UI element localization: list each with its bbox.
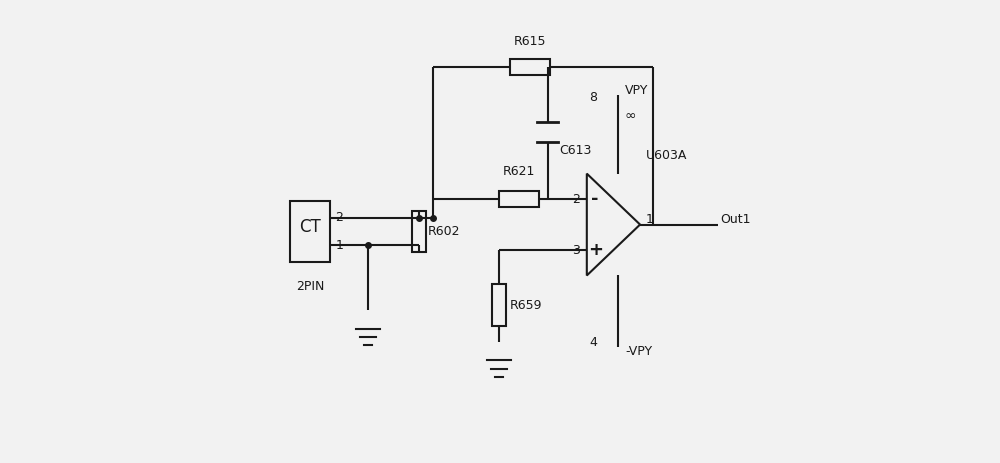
Bar bbox=[492, 284, 506, 326]
Text: 1: 1 bbox=[646, 213, 653, 226]
Text: R659: R659 bbox=[509, 299, 542, 312]
Text: Out1: Out1 bbox=[720, 213, 750, 226]
Text: C613: C613 bbox=[559, 144, 592, 157]
Text: R602: R602 bbox=[428, 225, 461, 238]
Bar bbox=[412, 211, 426, 252]
Text: 8: 8 bbox=[589, 91, 597, 104]
Text: CT: CT bbox=[299, 218, 321, 236]
Text: R621: R621 bbox=[503, 165, 535, 178]
Bar bbox=[510, 59, 550, 75]
Text: 2PIN: 2PIN bbox=[296, 280, 324, 293]
Text: 1: 1 bbox=[335, 239, 343, 252]
Bar bbox=[499, 191, 539, 207]
Text: R615: R615 bbox=[514, 35, 546, 48]
Text: U603A: U603A bbox=[646, 149, 687, 162]
Text: 4: 4 bbox=[589, 336, 597, 349]
Text: -VPY: -VPY bbox=[625, 345, 652, 358]
Text: ∞: ∞ bbox=[625, 109, 637, 123]
Text: 3: 3 bbox=[572, 244, 580, 257]
Text: 2: 2 bbox=[335, 211, 343, 224]
Text: VPY: VPY bbox=[625, 84, 648, 97]
Text: 2: 2 bbox=[572, 193, 580, 206]
Text: +: + bbox=[588, 241, 603, 259]
Text: -: - bbox=[591, 190, 599, 208]
Bar bbox=[290, 201, 330, 262]
